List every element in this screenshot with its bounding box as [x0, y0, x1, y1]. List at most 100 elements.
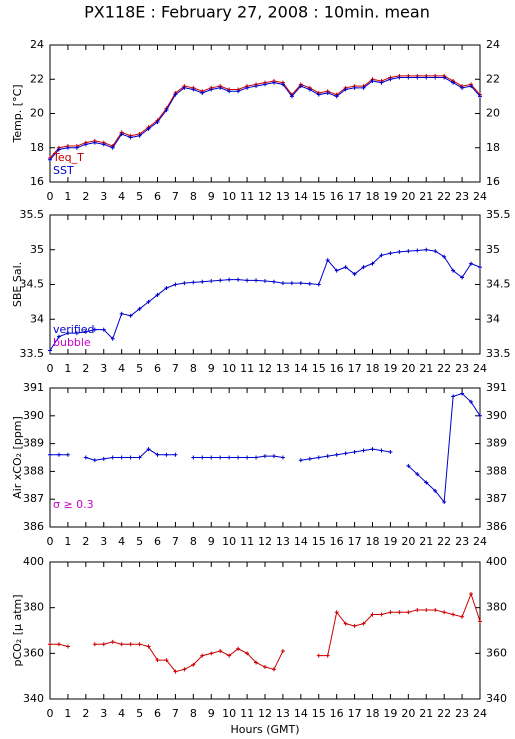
- data-point: [451, 80, 456, 85]
- data-point: [442, 254, 447, 259]
- data-point: [119, 132, 124, 137]
- data-point: [65, 644, 70, 649]
- plot-frame: [49, 44, 481, 183]
- data-point: [442, 75, 447, 80]
- data-point: [289, 94, 294, 99]
- x-tick-label: 22: [437, 190, 451, 203]
- y-tick-label: 391: [23, 381, 44, 394]
- data-point: [48, 642, 52, 647]
- data-point: [280, 82, 285, 87]
- y-tick-label: 18: [30, 141, 44, 154]
- data-point: [209, 87, 214, 92]
- data-point: [227, 277, 232, 282]
- x-tick-label: 9: [208, 362, 215, 375]
- data-point: [298, 458, 303, 463]
- data-point: [119, 455, 124, 460]
- data-point: [280, 281, 285, 286]
- data-point: [298, 281, 303, 286]
- data-point: [478, 413, 482, 418]
- x-tick-label: 23: [455, 535, 469, 548]
- data-point: [218, 278, 223, 283]
- y-tick-label: 386: [486, 520, 507, 533]
- data-point: [200, 455, 205, 460]
- x-tick-label: 19: [383, 535, 397, 548]
- data-point: [316, 92, 321, 97]
- data-point: [254, 455, 259, 460]
- data-point: [227, 455, 232, 460]
- data-point: [379, 612, 384, 617]
- chart-title: PX118E : February 27, 2008 : 10min. mean: [84, 3, 430, 22]
- data-point: [245, 455, 250, 460]
- data-point: [92, 642, 97, 647]
- series-line: [49, 249, 481, 351]
- x-tick-label: 7: [172, 190, 179, 203]
- x-tick-label: 8: [190, 535, 197, 548]
- y-tick-label: 340: [23, 692, 44, 705]
- data-point: [433, 607, 438, 612]
- data-point: [397, 249, 402, 254]
- data-point: [415, 472, 420, 477]
- data-point: [155, 120, 160, 125]
- data-point: [388, 449, 393, 454]
- data-point: [128, 455, 133, 460]
- data-point: [478, 265, 482, 270]
- data-point: [65, 331, 70, 336]
- y-tick-label: 386: [23, 520, 44, 533]
- x-tick-label: 21: [419, 535, 433, 548]
- series-line: [94, 641, 284, 673]
- x-tick-label: 11: [240, 190, 254, 203]
- x-tick-label: 8: [190, 190, 197, 203]
- y-tick-label: 340: [486, 692, 507, 705]
- y-tick-label: 388: [486, 464, 507, 477]
- x-tick-label: 22: [437, 535, 451, 548]
- y-tick-label: 24: [30, 38, 44, 51]
- data-point: [191, 662, 196, 667]
- data-point: [48, 348, 52, 353]
- x-tick-label: 21: [419, 190, 433, 203]
- y-tick-label: 34.5: [20, 278, 45, 291]
- data-point: [74, 331, 79, 336]
- x-tick-label: 20: [401, 362, 415, 375]
- data-point: [379, 448, 384, 453]
- data-point: [316, 455, 321, 460]
- data-point: [173, 669, 178, 674]
- data-point: [182, 667, 187, 672]
- x-tick-label: 19: [383, 362, 397, 375]
- data-point: [460, 391, 465, 396]
- y-tick-label: 390: [23, 409, 44, 422]
- data-point: [406, 249, 411, 254]
- y-tick-label: 380: [486, 601, 507, 614]
- x-tick-label: 24: [473, 362, 487, 375]
- x-tick-label: 9: [208, 707, 215, 720]
- data-point: [271, 454, 276, 459]
- data-point: [352, 449, 357, 454]
- data-point: [200, 279, 205, 284]
- data-point: [433, 75, 438, 80]
- data-point: [424, 75, 429, 80]
- data-point: [218, 85, 223, 90]
- x-tick-label: 0: [47, 362, 54, 375]
- x-tick-label: 12: [258, 190, 272, 203]
- y-tick-label: 33.5: [20, 347, 45, 360]
- data-point: [137, 133, 142, 138]
- x-tick-label: 2: [82, 362, 89, 375]
- data-point: [370, 78, 375, 83]
- data-point: [236, 277, 241, 282]
- data-point: [254, 660, 259, 665]
- y-tick-label: 360: [486, 646, 507, 659]
- x-tick-label: 3: [100, 362, 107, 375]
- data-point: [48, 452, 52, 457]
- data-point: [334, 452, 339, 457]
- x-tick-label: 2: [82, 707, 89, 720]
- plot-frame: [49, 561, 481, 700]
- y-tick-label: 16: [486, 175, 500, 188]
- data-point: [424, 607, 429, 612]
- x-tick-label: 19: [383, 707, 397, 720]
- data-point: [263, 279, 267, 284]
- x-tick-label: 14: [294, 190, 308, 203]
- x-axis-label: Hours (GMT): [230, 723, 299, 736]
- data-point: [110, 639, 115, 644]
- data-point: [397, 610, 402, 615]
- data-point: [415, 75, 420, 80]
